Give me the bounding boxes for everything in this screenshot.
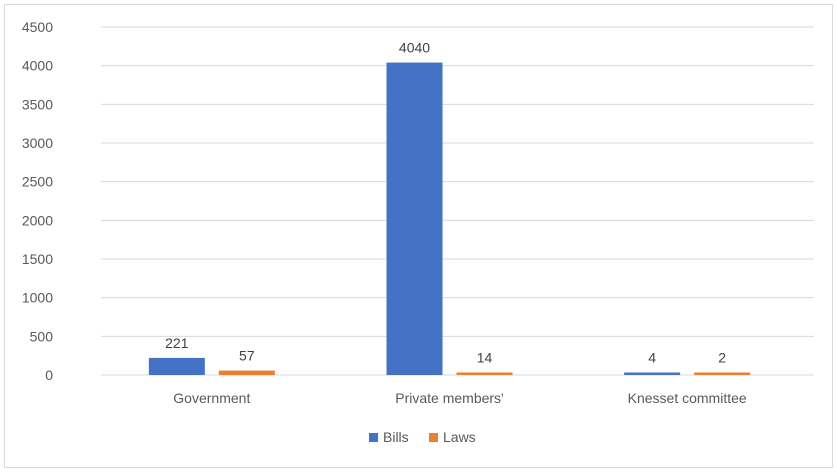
y-tick-label: 3500 xyxy=(22,96,53,112)
data-label: 221 xyxy=(165,335,189,351)
legend-swatch-laws xyxy=(429,433,438,442)
y-tick-label: 2500 xyxy=(22,174,53,190)
data-label: 57 xyxy=(239,348,255,364)
bar-laws xyxy=(218,370,275,375)
data-label: 4040 xyxy=(399,40,430,56)
y-tick-label: 1500 xyxy=(22,251,53,267)
legend-swatch-bills xyxy=(369,433,378,442)
x-category-label: Government xyxy=(173,390,250,406)
data-labels: 221 57 4040 14 4 2 xyxy=(165,40,726,366)
bar-bills xyxy=(624,372,681,375)
legend-label: Laws xyxy=(443,429,476,445)
bar-laws xyxy=(694,372,751,375)
y-tick-label: 4000 xyxy=(22,58,53,74)
y-tick-label: 3000 xyxy=(22,135,53,151)
bars xyxy=(148,62,751,375)
x-axis-categories: Government Private members' Knesset commit… xyxy=(173,390,747,406)
y-tick-label: 1000 xyxy=(22,290,53,306)
legend: Bills Laws xyxy=(369,429,476,445)
y-tick-label: 0 xyxy=(45,367,53,383)
legend-label: Bills xyxy=(383,429,409,445)
data-label: 14 xyxy=(477,350,493,366)
data-label: 2 xyxy=(718,350,726,366)
y-tick-label: 2000 xyxy=(22,212,53,228)
x-category-label: Private members' xyxy=(395,390,503,406)
bar-bills xyxy=(148,357,205,375)
y-tick-label: 500 xyxy=(30,328,54,344)
x-category-label: Knesset committee xyxy=(628,390,747,406)
gridlines xyxy=(101,26,814,376)
y-tick-label: 4500 xyxy=(22,19,53,35)
y-axis-ticks: 0 500 1000 1500 2000 2500 3000 3500 4000 4500 xyxy=(22,19,53,383)
data-label: 4 xyxy=(648,350,656,366)
bar-laws xyxy=(456,372,513,375)
bar-bills xyxy=(386,62,443,375)
